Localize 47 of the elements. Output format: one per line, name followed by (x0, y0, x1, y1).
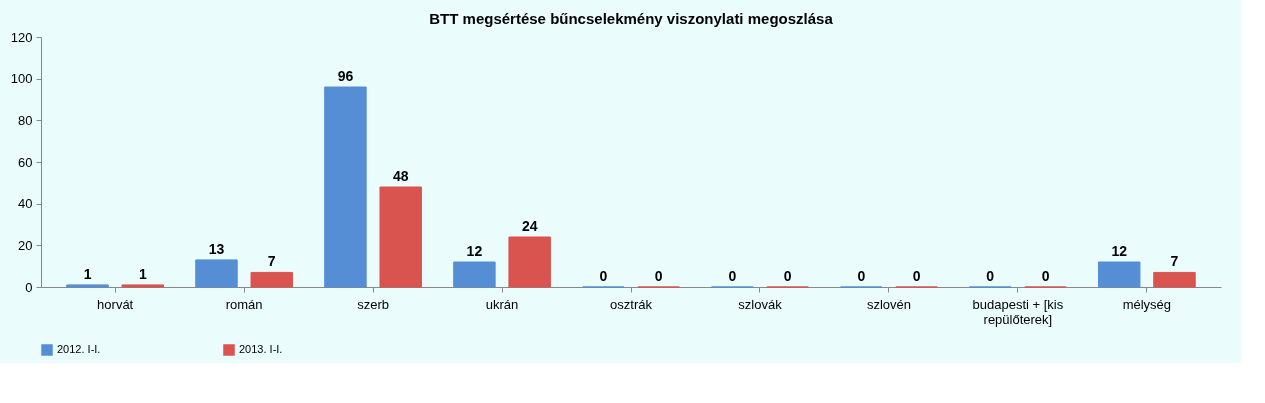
x-tick-label: szlovák (738, 296, 783, 312)
data-label: 0 (857, 268, 866, 284)
bar (508, 236, 551, 288)
data-label: 0 (654, 268, 663, 284)
bar (1097, 261, 1141, 288)
data-label: 96 (337, 68, 354, 84)
data-label: 12 (466, 243, 483, 259)
bar (66, 284, 109, 288)
bar (453, 261, 496, 288)
data-label: 12 (1111, 243, 1128, 259)
bar (195, 259, 238, 288)
y-tick-label: 120 (10, 29, 33, 45)
data-label: 0 (1041, 268, 1050, 284)
data-label: 0 (783, 268, 792, 284)
bar (1153, 271, 1196, 288)
y-tick-label: 60 (18, 154, 33, 170)
data-label: 24 (521, 218, 538, 234)
y-tick-label: 80 (18, 112, 33, 128)
bar (250, 271, 293, 288)
data-label: 13 (208, 240, 225, 257)
y-tick-label: 0 (25, 279, 33, 295)
legend-label: 2012. I-I. (57, 343, 101, 355)
data-label: 1 (138, 265, 147, 282)
data-label: 7 (267, 253, 276, 270)
x-tick-label: szlovén (866, 296, 911, 312)
y-tick-label: 100 (10, 71, 33, 87)
data-label: 0 (728, 268, 737, 284)
x-tick-label: mélység (1122, 296, 1172, 312)
data-label: 1 (83, 265, 92, 282)
x-tick-label: szerb (357, 296, 389, 312)
y-tick-label: 40 (18, 196, 33, 212)
data-label: 0 (599, 268, 608, 284)
x-tick-label: budapesti + [kis repülőterek] (972, 296, 1064, 327)
data-label: 48 (392, 168, 409, 184)
x-tick-label: osztrák (610, 296, 653, 312)
bar (121, 284, 165, 288)
data-label: 7 (1170, 253, 1179, 270)
bar (379, 186, 422, 288)
chart-title: BTT megsértése bűncselekmény viszonylati megoszlása (429, 10, 834, 27)
y-tick-label: 20 (18, 237, 33, 253)
x-tick-label: ukrán (485, 296, 519, 312)
bar (324, 86, 367, 288)
legend-label: 2013. I-I. (239, 343, 283, 355)
data-label: 0 (986, 268, 995, 284)
data-label: 0 (912, 268, 921, 284)
x-tick-label: horvát (97, 296, 134, 312)
x-tick-label: román (225, 296, 263, 312)
